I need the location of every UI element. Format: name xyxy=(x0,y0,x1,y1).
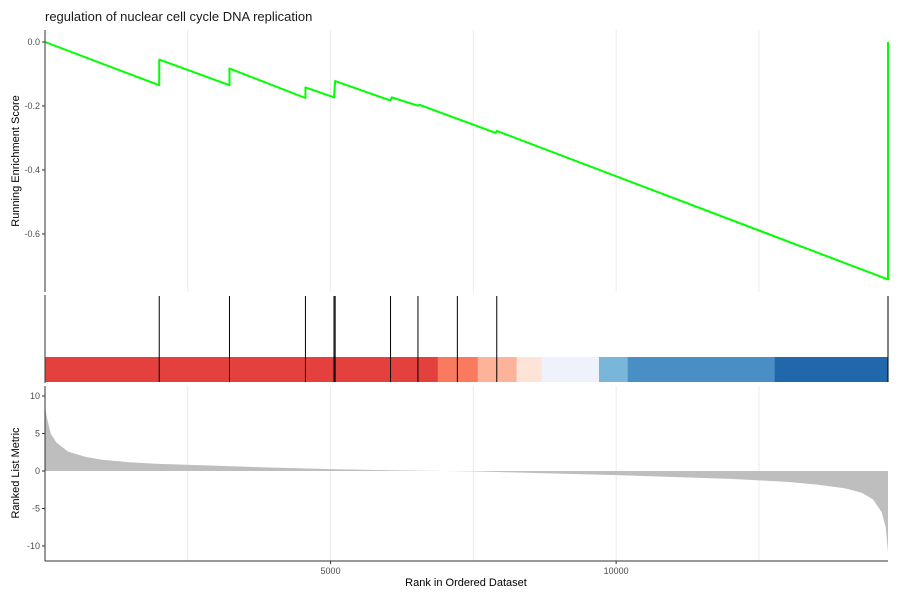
bottom-y-tick-label: -10 xyxy=(27,541,40,551)
top-y-tick-label: -0.2 xyxy=(24,101,40,111)
color-band xyxy=(541,357,600,382)
enrichment-score-line xyxy=(44,41,889,281)
bottom-y-tick-label: -5 xyxy=(32,504,40,514)
top-y-tick-label: 0.0 xyxy=(27,37,40,47)
color-band xyxy=(627,357,775,382)
x-tick-label: 5000 xyxy=(321,566,341,576)
enrichment-line-layer xyxy=(44,41,889,281)
color-band xyxy=(516,357,542,382)
color-band xyxy=(774,357,888,382)
x-axis-label: Rank in Ordered Dataset xyxy=(405,577,527,589)
ranked-metric-area xyxy=(45,405,888,552)
chart-title: regulation of nuclear cell cycle DNA rep… xyxy=(45,9,312,24)
hit-line-layer xyxy=(158,296,889,382)
bottom-y-tick-label: 5 xyxy=(35,429,40,439)
x-tick-label: 10000 xyxy=(604,566,629,576)
y-axis-label-top: Running Enrichment Score xyxy=(10,95,22,226)
y-axis-label-bottom: Ranked List Metric xyxy=(10,427,22,519)
top-y-tick-label: -0.6 xyxy=(24,229,40,239)
bottom-y-tick-label: 0 xyxy=(35,466,40,476)
color-band xyxy=(599,357,628,382)
top-y-tick-label: -0.4 xyxy=(24,165,40,175)
color-band xyxy=(45,357,438,382)
plot-grid xyxy=(187,30,760,561)
color-band xyxy=(437,357,478,382)
color-band-layer xyxy=(45,357,888,382)
color-band xyxy=(477,357,517,382)
ranked-metric-area-layer xyxy=(45,405,888,552)
bottom-y-tick-label: 10 xyxy=(30,391,40,401)
tick-layer: 0.0 -0.2 -0.4 -0.6 10 5 0 -5 -10 5000 10000 xyxy=(24,37,628,576)
